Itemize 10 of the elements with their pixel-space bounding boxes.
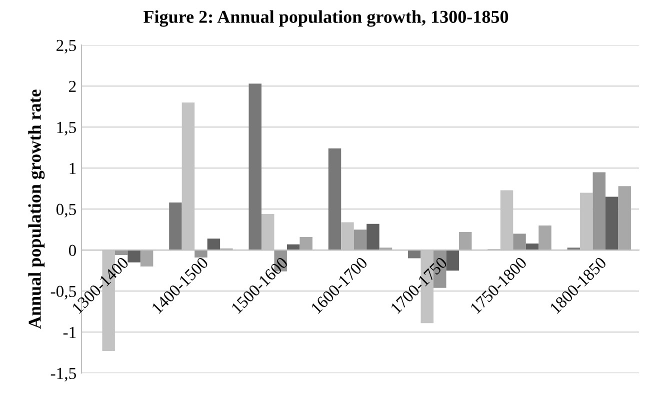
y-tick-label: 1 bbox=[70, 162, 76, 174]
y-tick-label: 2,5 bbox=[56, 40, 76, 54]
y-tick-label: 0,5 bbox=[56, 204, 76, 218]
y-axis-title: Annual population growth rate bbox=[28, 90, 45, 329]
y-tick-label: 0 bbox=[68, 244, 76, 256]
y-tick-label: -1,5 bbox=[50, 368, 76, 382]
y-tick-label: 2 bbox=[69, 80, 76, 92]
y-tick-label: 1,5 bbox=[57, 122, 76, 136]
chart-title: Figure 2: Annual population growth, 1300-1850 bbox=[144, 10, 508, 27]
y-tick-label: -1 bbox=[63, 326, 76, 338]
